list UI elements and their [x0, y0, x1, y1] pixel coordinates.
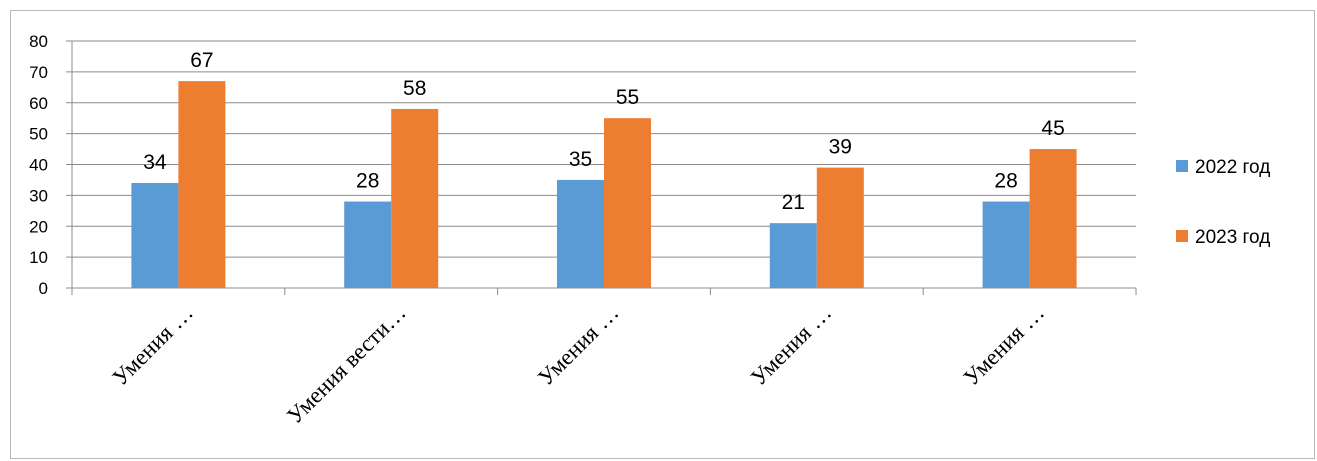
y-axis-ticks: 0 10 20 30 40 50 60 70 80	[29, 32, 73, 298]
y-tick-label: 80	[29, 32, 48, 51]
category-label: Умения …	[746, 300, 836, 390]
category-label: Умения …	[959, 300, 1049, 390]
bar-2-3	[604, 118, 651, 288]
category-label: Умения …	[107, 300, 197, 390]
data-label: 39	[829, 136, 852, 159]
category-label: Умения вести…	[282, 300, 411, 429]
data-label: 21	[782, 191, 805, 214]
data-label: 55	[616, 86, 639, 109]
data-label: 58	[403, 77, 426, 100]
bar-1-3	[557, 179, 604, 288]
data-label: 35	[569, 148, 592, 171]
bar-2-5	[1029, 149, 1077, 288]
bars	[131, 81, 1077, 288]
y-tick-label: 30	[29, 186, 48, 205]
x-axis	[71, 288, 1137, 295]
chart-frame	[10, 10, 1315, 459]
data-label: 45	[1041, 117, 1064, 140]
legend-label-2: 2023 год	[1195, 227, 1270, 248]
bar-1-5	[982, 201, 1030, 288]
data-label: 28	[356, 170, 379, 193]
y-tick-label: 40	[29, 156, 48, 175]
y-tick-label: 60	[29, 94, 48, 113]
y-tick-label: 10	[29, 248, 48, 267]
bar-1-4	[769, 223, 817, 288]
bar-1-2	[344, 201, 392, 288]
data-labels: 34 67 28 58 35 55 21 39 28 45	[143, 49, 1065, 214]
legend-swatch-2	[1176, 230, 1188, 242]
category-labels: Умения … Умения вести… Умения … Умения … Уме…	[107, 300, 1049, 429]
bar-1-1	[131, 183, 179, 288]
bar-2-2	[391, 108, 439, 288]
legend-swatch-1	[1176, 160, 1188, 172]
y-tick-label: 70	[29, 63, 48, 82]
y-tick-label: 0	[39, 279, 48, 298]
data-label: 67	[190, 49, 213, 72]
data-label: 28	[994, 170, 1017, 193]
bar-2-1	[178, 81, 226, 288]
legend-label-1: 2022 год	[1195, 157, 1270, 178]
legend: 2022 год 2023 год	[1176, 157, 1270, 248]
category-label: Умения …	[533, 300, 623, 390]
y-tick-label: 50	[29, 125, 48, 144]
bar-2-4	[816, 167, 864, 288]
y-tick-label: 20	[29, 217, 48, 236]
data-label: 34	[143, 151, 167, 174]
